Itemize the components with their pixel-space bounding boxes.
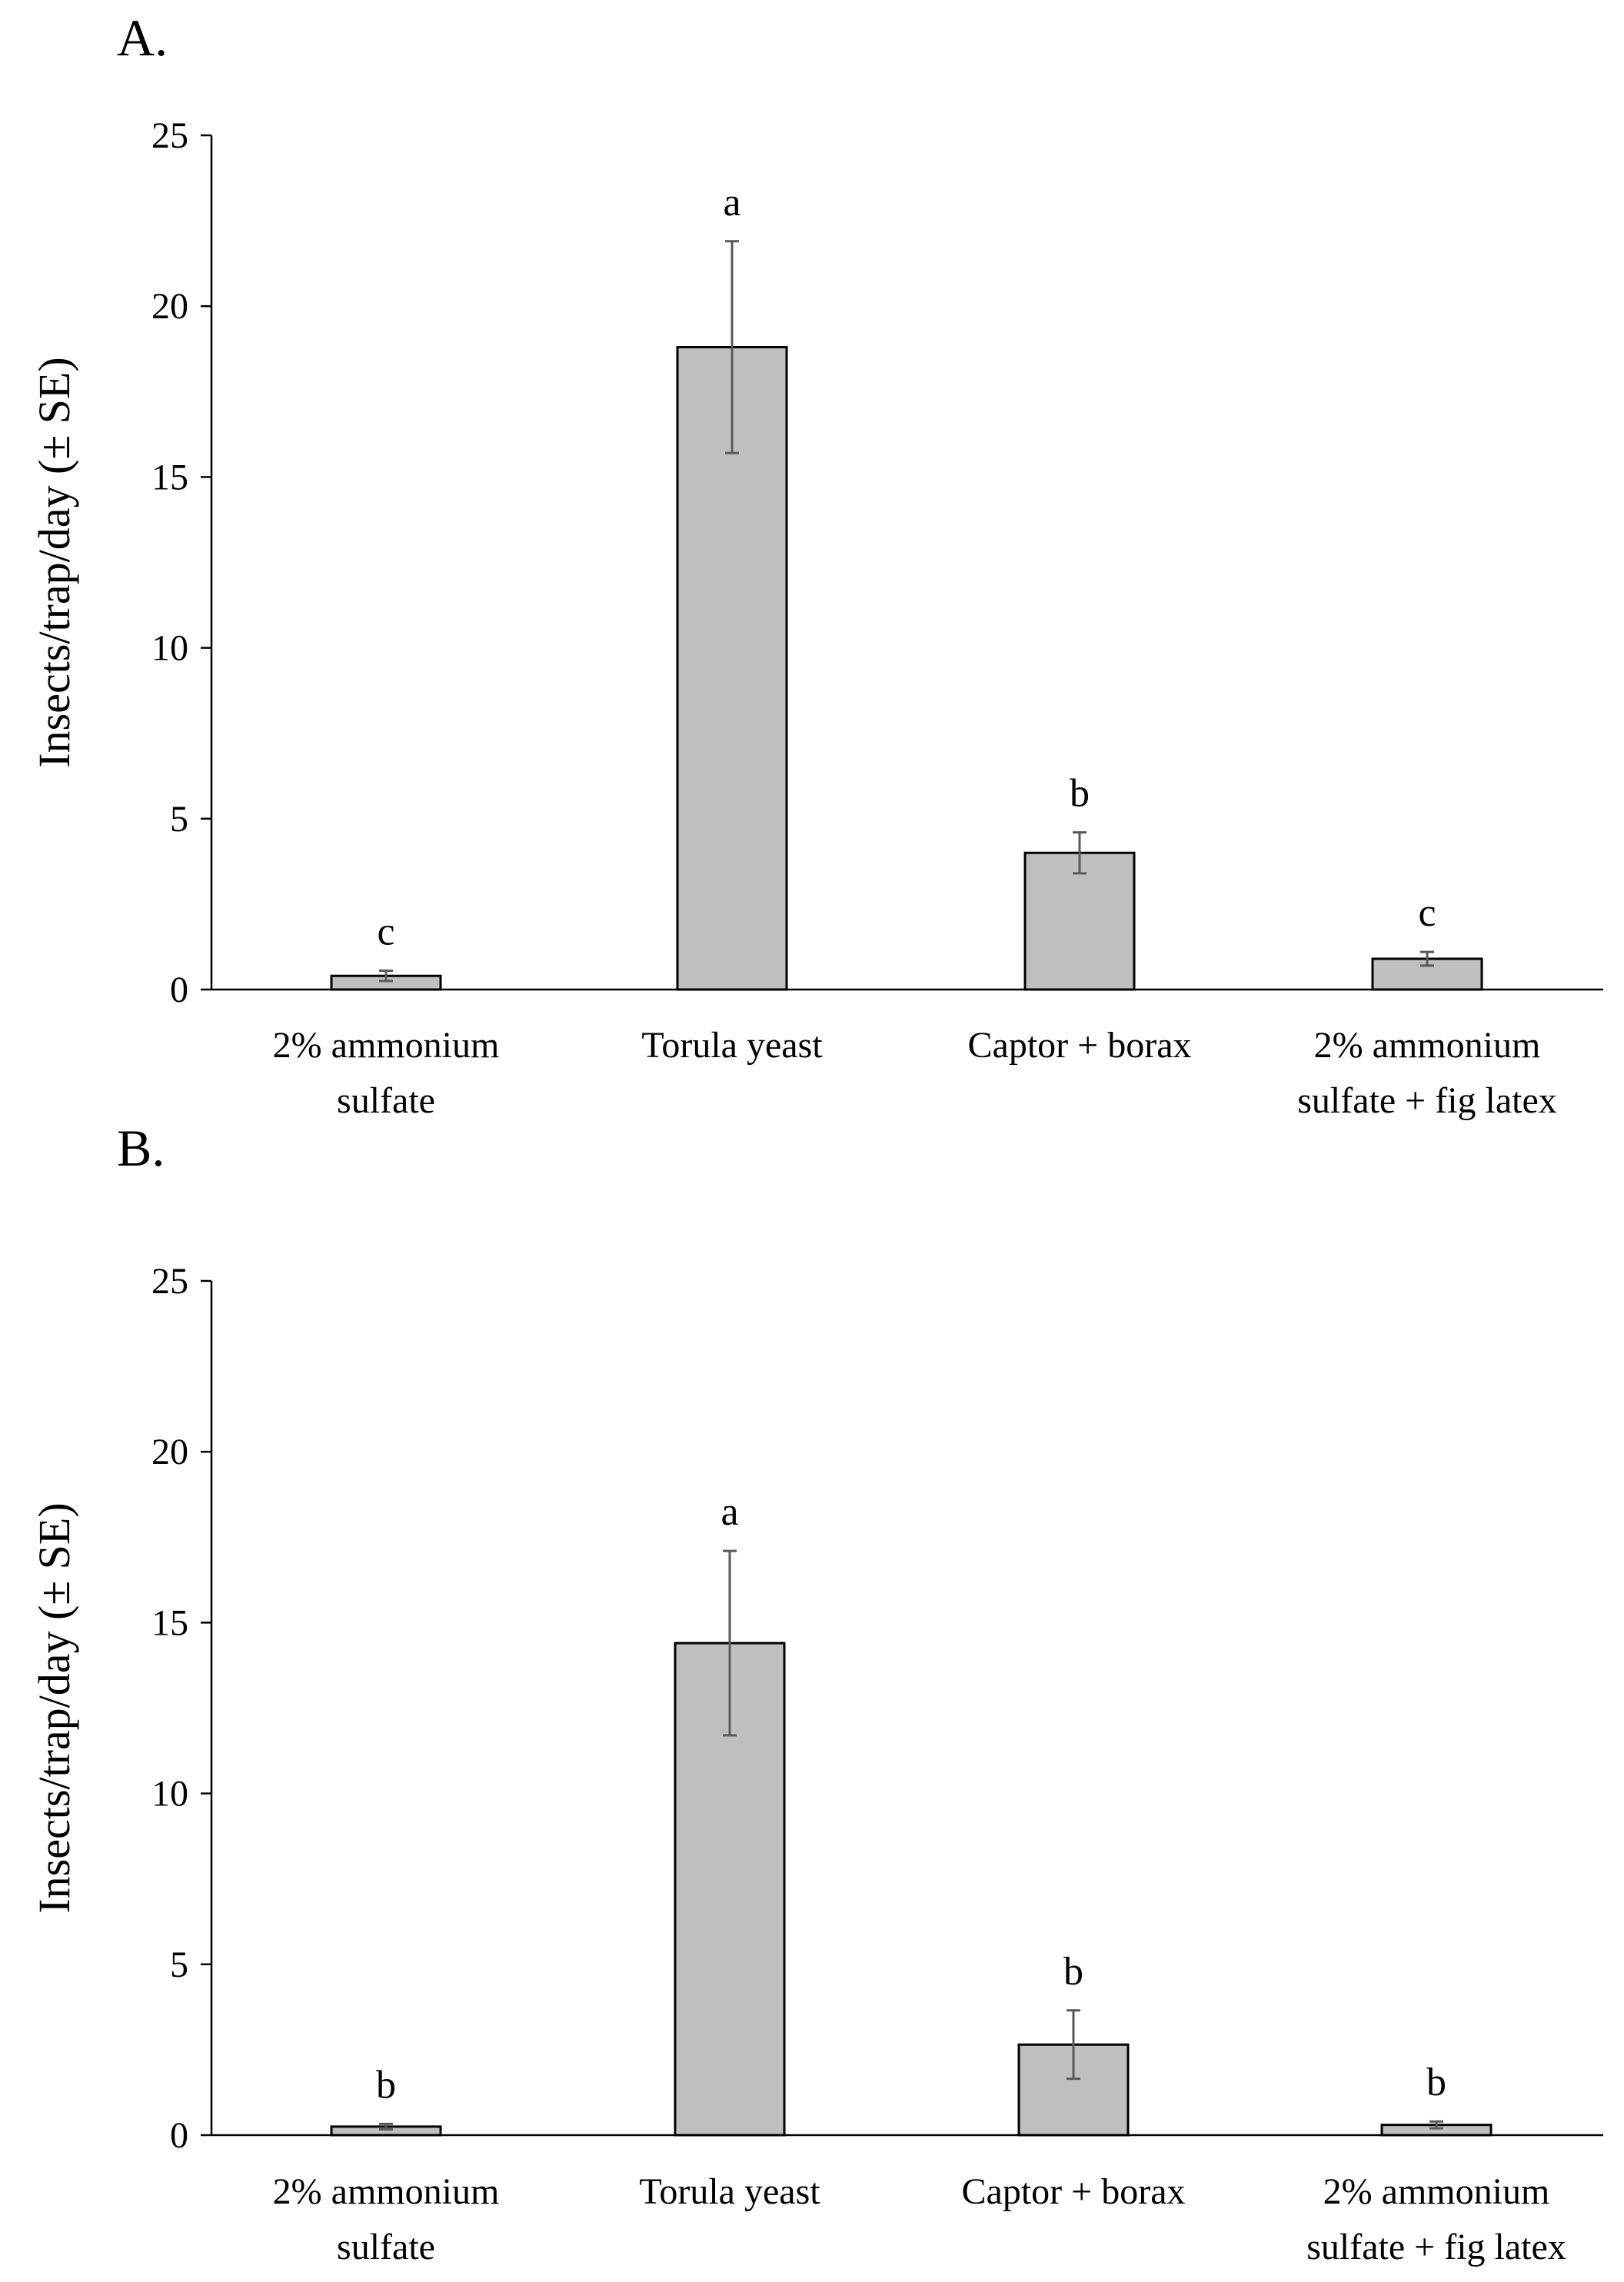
bar <box>1023 851 1136 991</box>
x-category-label-line: 2% ammonium <box>1323 2171 1550 2212</box>
x-category-label: 2% ammonium sulfate <box>273 2171 500 2267</box>
x-category-label-line: sulfate + fig latex <box>1306 2227 1566 2267</box>
panel-a-label: A. <box>117 8 168 67</box>
y-axis-label: Insects/trap/day (± SE) <box>29 1502 79 1913</box>
y-tick-label: 5 <box>170 799 188 840</box>
x-category-label: Torula yeast <box>641 1025 823 1066</box>
y-tick-label: 10 <box>151 628 188 669</box>
x-category-label-line: 2% ammonium <box>273 1025 500 1066</box>
x-category-label-line: sulfate + fig latex <box>1297 1080 1557 1121</box>
y-tick-label: 25 <box>151 115 188 156</box>
y-tick-label: 5 <box>170 1944 188 1985</box>
x-category-label-line: sulfate <box>337 2227 435 2267</box>
panel-b-label: B. <box>117 1119 165 1177</box>
x-category-label: 2% ammonium sulfate + fig latex <box>1306 2171 1566 2267</box>
panel-b: B. 0 5 10 15 20 25 Insects/trap/day (± SE) b 2% … <box>29 1119 1603 2267</box>
significance-letter: b <box>1063 1950 1083 1994</box>
x-category-label-line: Torula yeast <box>641 1025 823 1066</box>
significance-letter: b <box>1426 2061 1446 2104</box>
y-tick-label: 15 <box>151 1602 188 1643</box>
y-tick-label: 20 <box>151 1432 188 1472</box>
x-category-label: 2% ammonium sulfate + fig latex <box>1297 1025 1557 1121</box>
x-category-label: 2% ammonium sulfate <box>273 1025 500 1121</box>
significance-letter: c <box>1418 891 1436 935</box>
x-category-label-line: 2% ammonium <box>1314 1025 1541 1066</box>
x-category-label: Captor + borax <box>968 1025 1192 1066</box>
y-tick-label: 0 <box>170 2115 188 2156</box>
y-tick-label: 15 <box>151 457 188 497</box>
significance-letter: a <box>720 1490 738 1534</box>
significance-letter: a <box>723 181 740 225</box>
panel-a: A. 0 5 10 15 20 25 Insects/trap/day (± SE) c 2% … <box>29 8 1603 1121</box>
x-category-label-line: sulfate <box>337 1080 435 1121</box>
x-category-label: Torula yeast <box>639 2171 820 2212</box>
y-tick-label: 20 <box>151 286 188 327</box>
significance-letter: b <box>376 2063 396 2107</box>
x-category-label-line: Captor + borax <box>968 1025 1192 1066</box>
significance-letter: b <box>1070 772 1090 816</box>
y-tick-label: 0 <box>170 970 188 1010</box>
x-category-label-line: 2% ammonium <box>273 2171 500 2212</box>
y-tick-label: 10 <box>151 1774 188 1815</box>
x-category-label: Captor + borax <box>962 2171 1186 2212</box>
y-axis-label: Insects/trap/day (± SE) <box>29 357 79 767</box>
x-category-label-line: Torula yeast <box>639 2171 820 2212</box>
significance-letter: c <box>377 910 394 954</box>
x-category-label-line: Captor + borax <box>962 2171 1186 2212</box>
y-tick-label: 25 <box>151 1261 188 1302</box>
